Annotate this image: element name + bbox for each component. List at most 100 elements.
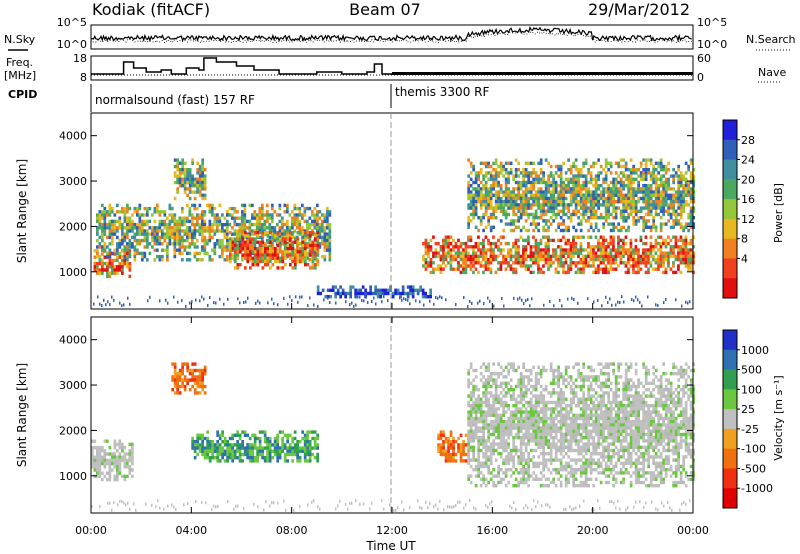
heatmap-cell [507, 455, 510, 459]
heatmap-cell [303, 433, 307, 437]
heatmap-cell [487, 193, 490, 197]
heatmap-cell [547, 225, 550, 229]
heatmap-cell [422, 254, 425, 259]
heatmap-cell [457, 446, 460, 450]
heatmap-cell [196, 238, 199, 243]
heatmap-cell [679, 184, 683, 188]
heatmap-cell [193, 235, 197, 240]
heatmap-cell [502, 174, 505, 178]
heatmap-cell [547, 209, 550, 213]
nave-label: Nave [758, 66, 786, 79]
heatmap-cell [165, 298, 167, 302]
heatmap-cell [98, 461, 102, 466]
heatmap-cell [196, 206, 199, 211]
heatmap-cell [316, 216, 319, 220]
heatmap-cell [246, 219, 249, 224]
nsky-line [90, 25, 692, 43]
heatmap-cell [226, 248, 229, 252]
heatmap-cell [569, 180, 573, 185]
heatmap-cell [649, 187, 653, 191]
heatmap-cell [181, 378, 184, 382]
heatmap-cell [201, 174, 204, 178]
heatmap-cell [689, 238, 693, 243]
heatmap-cell [198, 190, 202, 194]
heatmap-cell [203, 245, 207, 249]
heatmap-cell [582, 203, 585, 207]
heatmap-cell [627, 177, 630, 181]
heatmap-cell [116, 255, 119, 259]
heatmap-cell [218, 433, 222, 437]
heatmap-cell [251, 433, 254, 437]
heatmap-cell [642, 261, 645, 265]
heatmap-cell [594, 257, 598, 262]
heatmap-cell [504, 429, 508, 433]
heatmap-cell [273, 446, 277, 450]
heatmap-cell [667, 187, 670, 191]
heatmap-cell [258, 216, 262, 220]
heatmap-cell [689, 209, 693, 213]
heatmap-cell [609, 241, 613, 246]
heatmap-cell [597, 177, 600, 181]
heatmap-cell [439, 446, 443, 450]
heatmap-cell [477, 261, 480, 265]
heatmap-cell [181, 168, 184, 172]
heatmap-cell [247, 296, 249, 300]
heatmap-cell [552, 174, 555, 178]
heatmap-cell [178, 384, 182, 389]
heatmap-cell [118, 439, 122, 443]
heatmap-cell [111, 452, 114, 456]
heatmap-cell [271, 456, 274, 460]
heatmap-cell [659, 168, 663, 172]
heatmap-cell [111, 455, 114, 459]
heatmap-cell [542, 225, 545, 229]
heatmap-cell [189, 301, 191, 305]
heatmap-cell [632, 219, 635, 223]
heatmap-cell [477, 245, 480, 249]
heatmap-cell [522, 261, 525, 265]
heatmap-cell [208, 229, 212, 233]
heatmap-cell [489, 184, 493, 188]
heatmap-cell [667, 161, 670, 165]
heatmap-cell [579, 206, 583, 210]
heatmap-cell [121, 210, 124, 214]
heatmap-cell [216, 449, 219, 453]
heatmap-cell [504, 448, 508, 453]
heatmap-cell [482, 464, 485, 469]
heatmap-cell [457, 261, 460, 265]
heatmap-cell [103, 210, 107, 214]
heatmap-cell [654, 212, 658, 217]
heatmap-cell [183, 161, 187, 165]
heatmap-cell [612, 254, 615, 259]
heatmap-cell [634, 190, 638, 194]
heatmap-cell [233, 452, 237, 457]
heatmap-cell [597, 238, 600, 243]
heatmap-cell [168, 242, 172, 246]
heatmap-cell [617, 174, 620, 178]
heatmap-cell [326, 213, 329, 217]
heatmap-cell [161, 210, 164, 214]
heatmap-cell [654, 184, 658, 188]
heatmap-cell [599, 190, 603, 194]
heatmap-cell [201, 235, 204, 240]
heatmap-cell [539, 238, 543, 243]
heatmap-cell [507, 248, 510, 252]
heatmap-cell [276, 231, 280, 235]
heatmap-cell [624, 174, 628, 178]
heatmap-cell [238, 449, 242, 453]
heatmap-cell [111, 210, 114, 214]
heatmap-cell [286, 433, 289, 437]
heatmap-cell [682, 196, 685, 201]
heatmap-cell [637, 219, 640, 223]
heatmap-cell [504, 471, 508, 475]
heatmap-cell [579, 267, 583, 271]
heatmap-cell [577, 209, 580, 213]
heatmap-cell [447, 452, 450, 457]
heatmap-cell [502, 426, 505, 430]
heatmap-cell [246, 456, 249, 460]
heatmap-cell [266, 234, 270, 238]
heatmap-cell [283, 296, 285, 300]
heatmap-cell [313, 446, 317, 450]
heatmap-cell [434, 254, 438, 259]
heatmap-cell [482, 241, 485, 246]
heatmap-cell [543, 303, 545, 307]
